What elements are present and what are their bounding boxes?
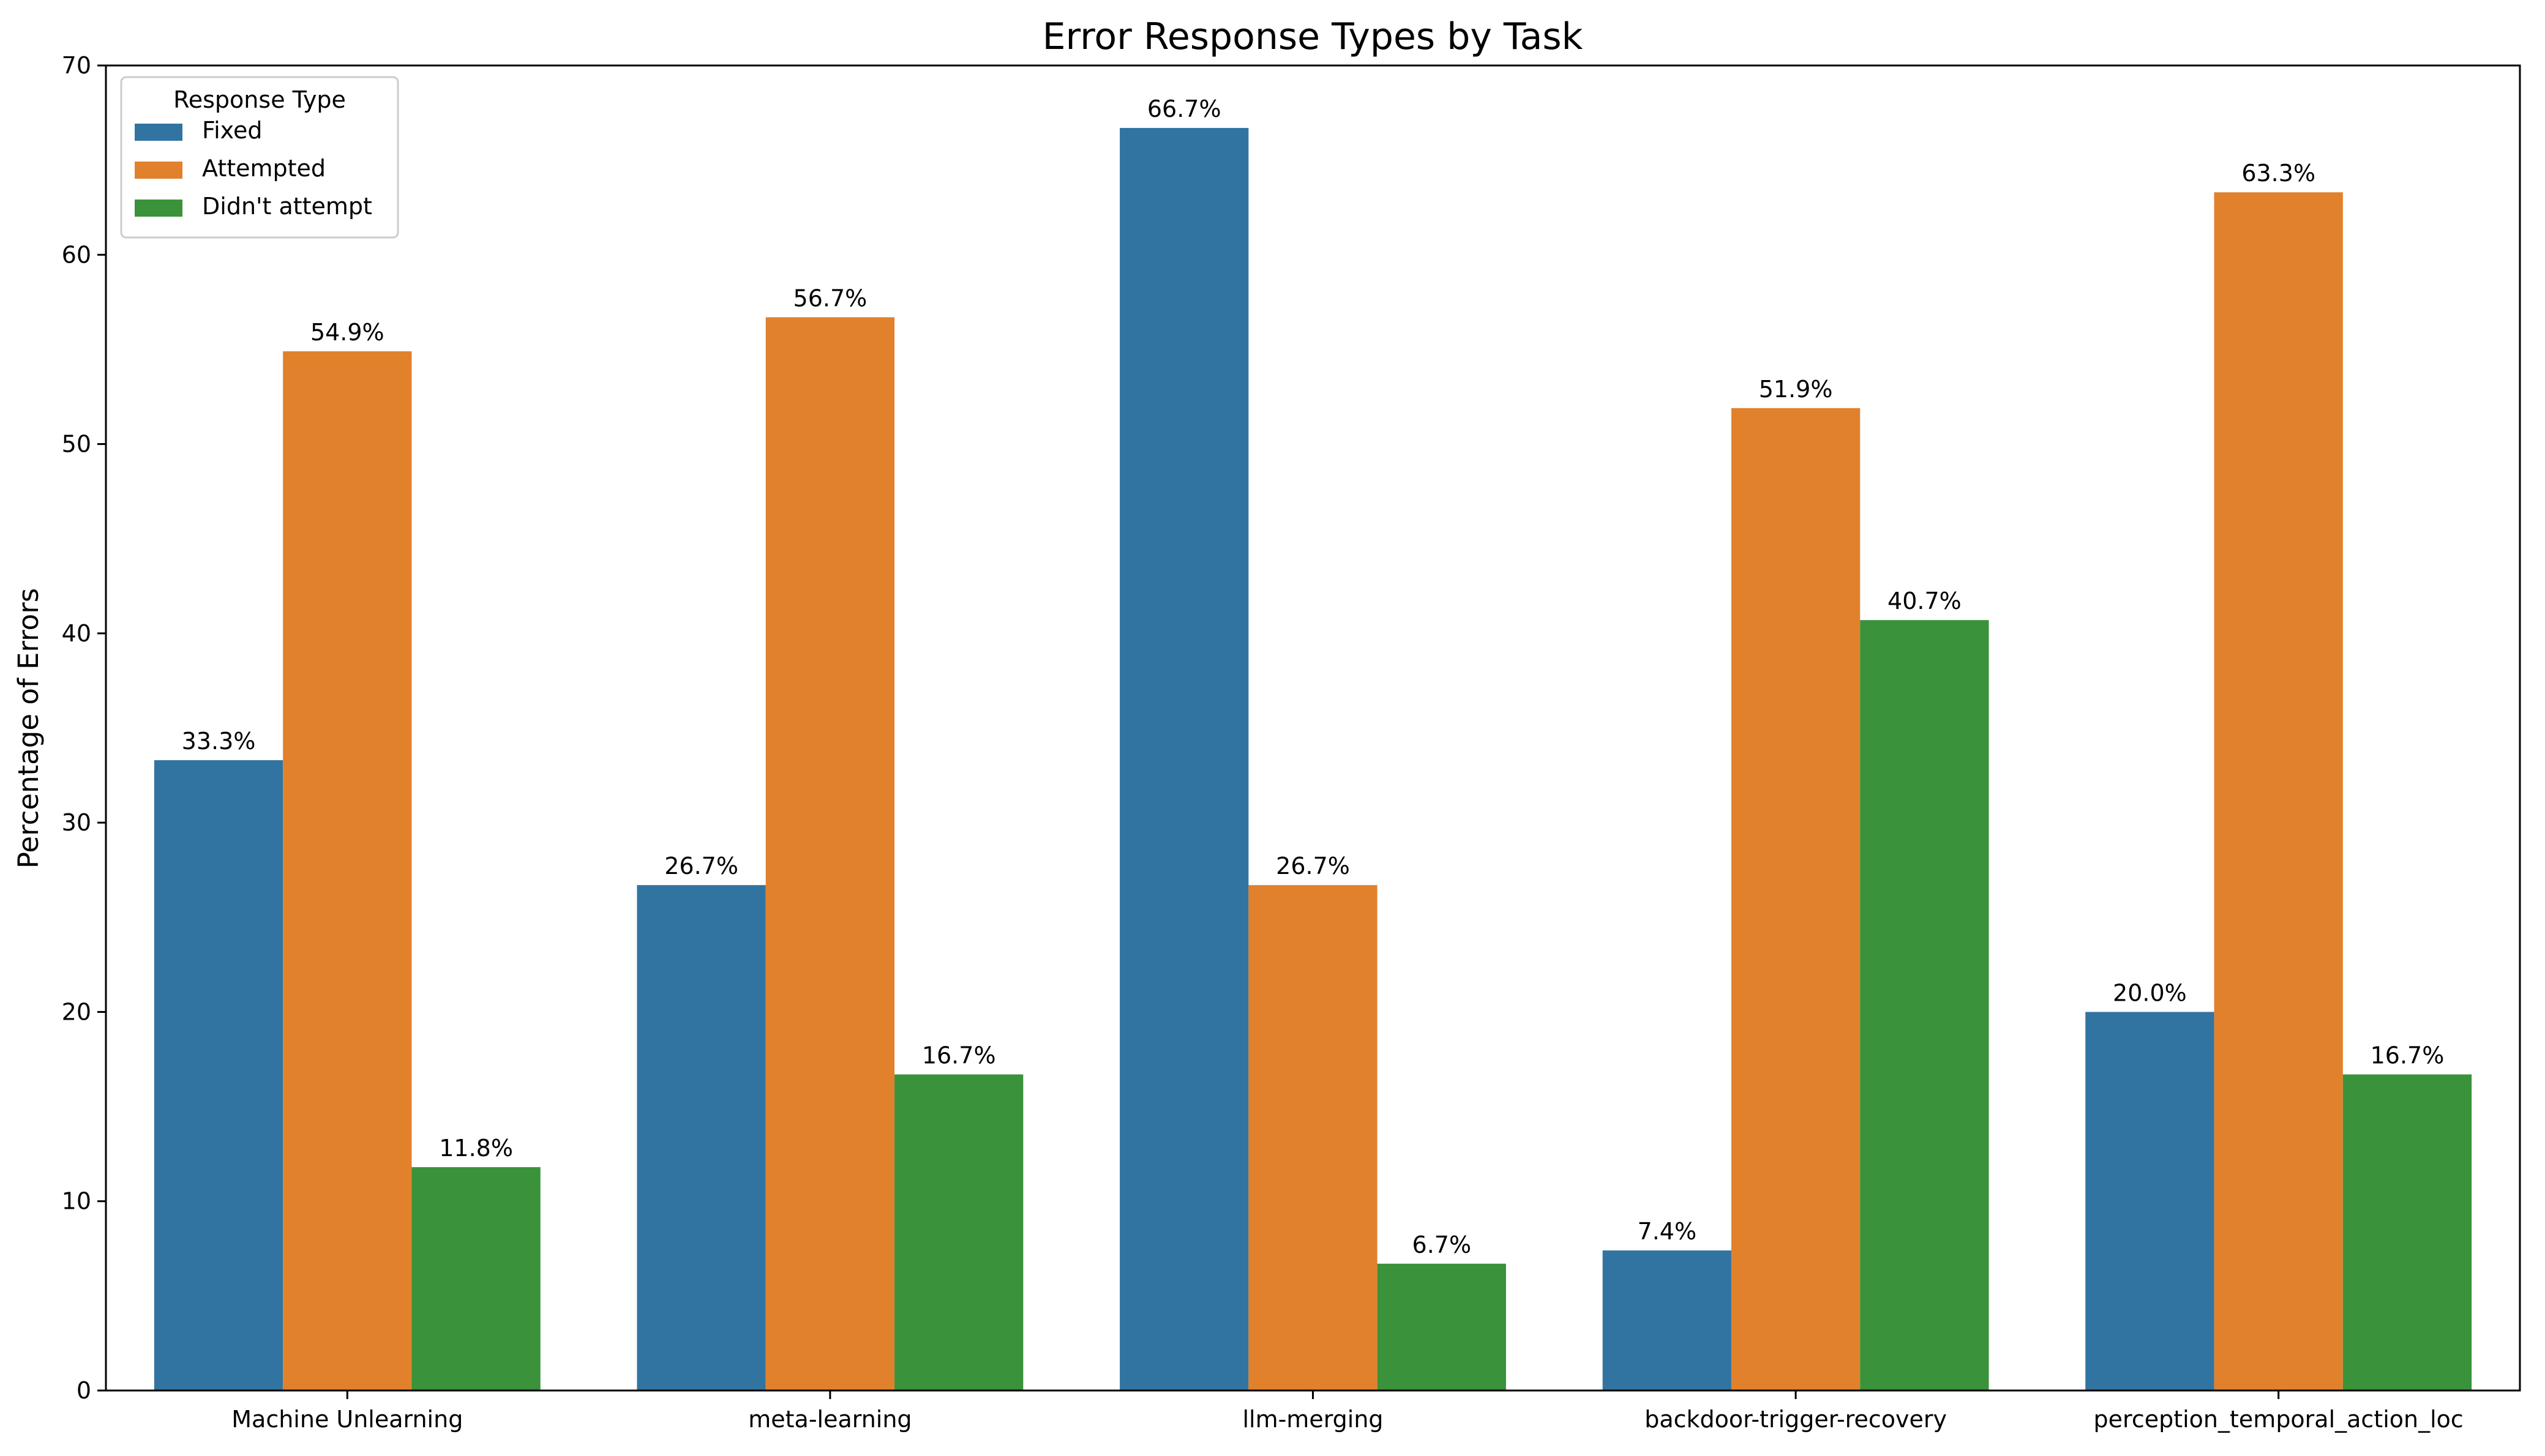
y-tick-label: 10 (62, 1188, 91, 1215)
bar-value-label: 6.7% (1412, 1231, 1472, 1258)
legend-box (120, 76, 399, 239)
plot-frame (105, 64, 2521, 1392)
bar-attempted-4 (2214, 192, 2343, 1391)
bar-value-label: 56.7% (793, 285, 868, 312)
legend-swatch (135, 162, 182, 179)
bar-value-label: 26.7% (664, 853, 738, 879)
legend-entry-label: Attempted (202, 155, 326, 182)
bar-didn-t-attempt-3 (1860, 620, 1989, 1391)
bar-value-label: 16.7% (2371, 1042, 2445, 1069)
bar-value-label: 7.4% (1638, 1218, 1697, 1245)
y-tick-label: 0 (77, 1377, 91, 1404)
bar-fixed-0 (154, 760, 283, 1391)
x-tick-label: backdoor-trigger-recovery (1644, 1406, 1947, 1433)
legend: Response Type Fixed Attempted Didn't attemp… (120, 76, 399, 239)
y-tick-label: 60 (62, 241, 91, 268)
legend-title: Response Type (173, 86, 346, 113)
bar-attempted-0 (283, 351, 412, 1391)
y-tick-label: 40 (62, 620, 91, 647)
bar-value-label: 66.7% (1147, 95, 1221, 122)
x-tick-label: Machine Unlearning (231, 1406, 463, 1433)
bar-fixed-4 (2085, 1012, 2214, 1391)
bar-value-label: 63.3% (2241, 160, 2315, 187)
y-tick-label: 70 (62, 52, 91, 79)
bar-value-label: 26.7% (1276, 853, 1350, 879)
legend-swatch (135, 200, 182, 217)
bars-group (154, 128, 2472, 1391)
bar-attempted-1 (765, 317, 895, 1391)
bar-didn-t-attempt-2 (1377, 1263, 1506, 1391)
bar-value-label: 54.9% (310, 319, 384, 346)
bar-value-label: 11.8% (439, 1135, 513, 1162)
legend-entry-label: Didn't attempt (202, 193, 372, 220)
bar-fixed-3 (1602, 1250, 1731, 1391)
bar-value-label: 40.7% (1887, 588, 1962, 614)
bar-value-label: 33.3% (182, 728, 256, 755)
bar-value-label: 51.9% (1759, 376, 1833, 403)
x-tick-label: meta-learning (748, 1406, 912, 1433)
y-tick-label: 50 (62, 431, 91, 458)
y-axis-label: Percentage of Errors (12, 588, 45, 868)
bar-attempted-3 (1731, 408, 1861, 1391)
y-tick-label: 30 (62, 809, 91, 836)
legend-entry-label: Fixed (202, 117, 262, 144)
bar-labels-group: 33.3% 54.9% 11.8% 26.7% 56.7% 16.7% 66.7% 26.7%… (182, 95, 2445, 1258)
chart-title: Error Response Types by Task (1043, 15, 1583, 58)
bar-value-label: 20.0% (2113, 979, 2187, 1006)
bar-value-label: 16.7% (922, 1042, 996, 1069)
bar-didn-t-attempt-4 (2342, 1074, 2472, 1391)
bar-fixed-2 (1120, 128, 1249, 1391)
x-axis: Machine Unlearning meta-learning llm-mergi… (231, 1391, 2464, 1433)
y-tick-label: 20 (62, 998, 91, 1025)
x-tick-label: llm-merging (1242, 1406, 1383, 1433)
bar-didn-t-attempt-0 (411, 1167, 541, 1391)
bar-fixed-1 (637, 885, 766, 1391)
bar-didn-t-attempt-1 (894, 1074, 1024, 1391)
legend-swatch (135, 124, 182, 141)
bar-attempted-2 (1248, 885, 1377, 1391)
y-axis: 0 10 20 30 40 50 60 70 (62, 52, 106, 1404)
x-tick-label: perception_temporal_action_loc (2094, 1406, 2464, 1433)
